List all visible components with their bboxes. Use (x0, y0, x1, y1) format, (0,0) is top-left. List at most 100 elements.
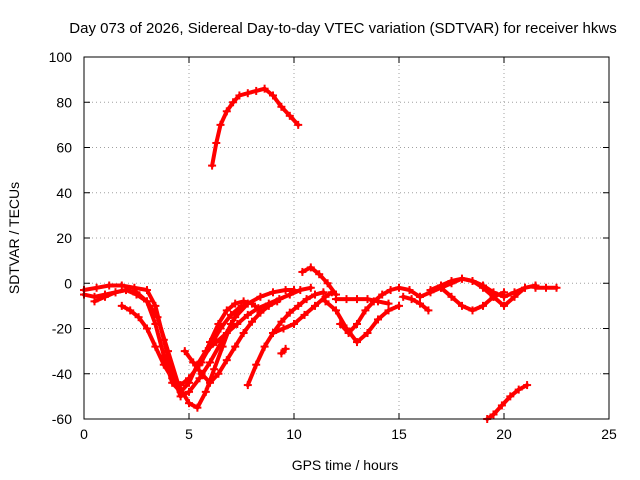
data-point (201, 387, 210, 396)
data-point (447, 276, 456, 285)
data-point (458, 274, 466, 283)
data-point (239, 329, 248, 338)
grid-lines (84, 57, 609, 419)
data-point (277, 349, 286, 358)
data-point (353, 295, 361, 304)
data-point (285, 308, 294, 317)
data-point (222, 306, 231, 315)
data-point (374, 315, 382, 324)
data-point (248, 317, 256, 326)
y-tick-label: -60 (52, 411, 72, 427)
data-point (151, 301, 160, 310)
data-point (285, 290, 294, 299)
data-point (500, 301, 508, 310)
data-point (458, 301, 466, 310)
data-point (176, 387, 185, 396)
data-point (306, 283, 315, 292)
series-arc-l (332, 295, 393, 308)
data-point (231, 342, 240, 351)
x-tick-label: 5 (185, 426, 193, 442)
data-point (361, 306, 370, 315)
data-point (416, 299, 424, 308)
data-point (523, 381, 532, 390)
data-point (384, 306, 393, 315)
series-arc-r (399, 292, 433, 315)
data-point (319, 288, 328, 297)
data-point (126, 306, 135, 315)
data-point (214, 319, 223, 328)
data-point (296, 286, 305, 295)
data-point (277, 102, 286, 111)
data-point (281, 344, 290, 353)
data-point (273, 297, 282, 306)
data-point (344, 329, 353, 338)
data-point (216, 120, 225, 129)
data-point (386, 286, 395, 295)
data-point (279, 324, 288, 333)
data-point (514, 385, 523, 394)
data-point (426, 286, 435, 295)
data-point (197, 369, 206, 378)
data-point (342, 295, 351, 304)
data-point (243, 89, 252, 98)
series-arc-j (321, 297, 403, 347)
data-point (416, 292, 424, 301)
y-tick-label: 80 (56, 94, 72, 110)
data-point (311, 290, 319, 299)
series-line (245, 290, 326, 388)
data-point (468, 276, 477, 285)
series-arc-g (197, 297, 265, 367)
data-point (353, 338, 361, 347)
data-point (260, 342, 269, 351)
data-point (269, 288, 277, 297)
data-point (447, 292, 456, 301)
data-point (281, 286, 290, 295)
y-tick-label: -40 (52, 366, 72, 382)
data-point (311, 301, 319, 310)
data-point (229, 98, 238, 107)
series-line (210, 86, 301, 168)
data-point (468, 306, 477, 315)
data-point (90, 297, 99, 306)
data-point (222, 356, 231, 365)
data-point (285, 111, 294, 120)
data-point (231, 313, 240, 322)
data-point (252, 86, 261, 95)
data-point (264, 301, 273, 310)
data-point (332, 306, 340, 315)
x-tick-label: 20 (496, 426, 512, 442)
data-point (206, 358, 214, 367)
chart-title: Day 073 of 2026, Sidereal Day-to-day VTE… (69, 20, 616, 37)
data-point (168, 374, 177, 383)
series-arc-d (117, 301, 246, 390)
data-point (143, 286, 151, 295)
data-point (336, 319, 345, 328)
data-point (332, 295, 340, 304)
data-point (252, 360, 261, 369)
data-point (290, 319, 298, 328)
data-point (497, 401, 506, 410)
data-point (210, 365, 219, 374)
data-point (212, 138, 221, 147)
data-point (294, 301, 303, 310)
data-point (552, 283, 561, 292)
y-tick-label: -20 (52, 321, 72, 337)
data-point (231, 299, 240, 308)
data-point (235, 91, 244, 100)
series-arc-low (483, 381, 532, 423)
x-tick-label: 25 (601, 426, 617, 442)
series-arc-o (437, 283, 508, 315)
data-point (233, 319, 242, 328)
data-point (151, 319, 160, 328)
data-point (489, 410, 498, 419)
y-axis-label: SDTVAR / TECUs (6, 182, 22, 294)
data-point (399, 292, 408, 301)
data-point (105, 281, 114, 290)
data-point (208, 161, 217, 170)
data-point (239, 297, 248, 306)
data-point (197, 358, 206, 367)
data-point (405, 286, 414, 295)
data-point (363, 295, 372, 304)
data-point (294, 120, 303, 129)
